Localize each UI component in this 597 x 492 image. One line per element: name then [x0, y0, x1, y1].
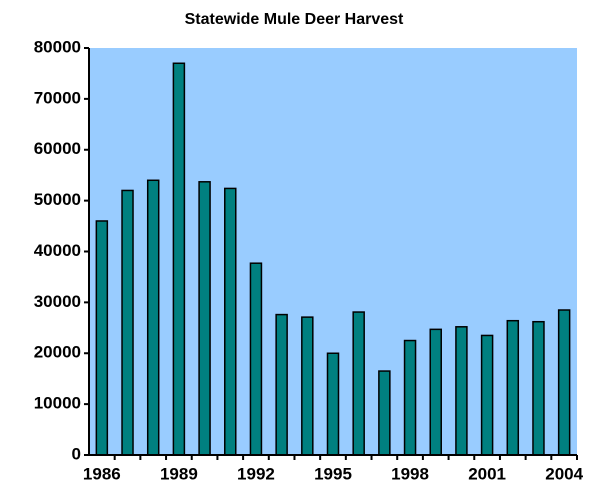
y-tick-label: 30000	[34, 292, 81, 311]
bar	[301, 316, 314, 456]
bar	[224, 187, 237, 456]
y-tick-label: 80000	[34, 37, 81, 56]
bar	[532, 320, 545, 456]
x-tick-label: 1992	[237, 464, 275, 483]
x-tick-label: 1986	[83, 464, 121, 483]
bar	[326, 352, 340, 456]
bar	[275, 313, 288, 456]
bar	[121, 189, 134, 456]
bar	[352, 311, 365, 456]
y-tick-label: 70000	[34, 88, 81, 107]
y-tick-label: 60000	[34, 139, 81, 158]
y-tick-label: 10000	[34, 394, 81, 413]
bar	[95, 220, 109, 456]
y-tick-label: 0	[72, 444, 81, 463]
bar	[172, 62, 186, 456]
bar	[506, 319, 520, 456]
x-tick-label: 1998	[391, 464, 429, 483]
chart-title: Statewide Mule Deer Harvest	[185, 11, 404, 28]
bar	[403, 339, 417, 456]
x-tick-label: 2004	[545, 464, 583, 483]
bar	[249, 262, 263, 456]
x-tick-label: 1995	[314, 464, 352, 483]
bar	[146, 179, 160, 456]
bar	[429, 328, 442, 456]
bar	[378, 370, 391, 456]
y-tick-label: 40000	[34, 241, 81, 260]
x-tick-label: 2001	[468, 464, 506, 483]
bar	[198, 181, 211, 456]
x-tick-label: 1989	[160, 464, 198, 483]
bar	[455, 326, 468, 456]
bar	[480, 334, 494, 456]
y-tick-label: 20000	[34, 343, 81, 362]
bar	[557, 309, 571, 456]
y-tick-label: 50000	[34, 190, 81, 209]
